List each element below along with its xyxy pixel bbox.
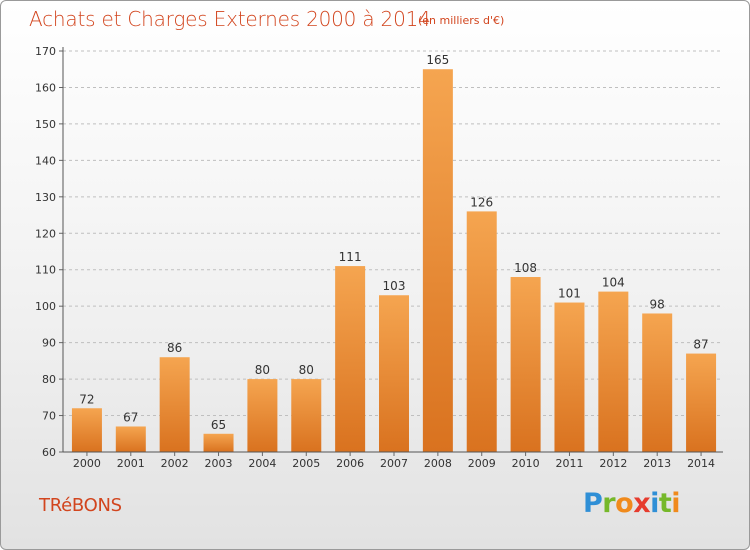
x-tick-label: 2011 xyxy=(555,457,583,470)
x-tick-label: 2002 xyxy=(161,457,189,470)
x-tick-label: 2012 xyxy=(599,457,627,470)
bar-2005 xyxy=(291,379,322,452)
y-tick-label: 110 xyxy=(35,264,56,277)
y-tick-label: 170 xyxy=(35,45,56,58)
data-label: 126 xyxy=(470,195,493,209)
commune-name: TRéBONS xyxy=(39,495,122,516)
logo-letter: i xyxy=(671,488,681,519)
data-label: 108 xyxy=(514,261,537,275)
data-label: 67 xyxy=(123,410,138,424)
bar-2000 xyxy=(71,408,102,452)
proxiti-logo: Proxiti xyxy=(583,488,681,519)
x-tick-label: 2014 xyxy=(687,457,715,470)
bar-2013 xyxy=(642,313,673,452)
x-tick-label: 2001 xyxy=(117,457,145,470)
y-tick-label: 80 xyxy=(42,373,56,386)
bar-2001 xyxy=(115,426,146,452)
bars xyxy=(71,69,717,453)
bar-2011 xyxy=(554,302,585,452)
x-tick-label: 2009 xyxy=(468,457,496,470)
chart-unit: (en milliers d'€) xyxy=(418,14,505,27)
y-tick-label: 100 xyxy=(35,300,56,313)
y-tick-label: 70 xyxy=(42,410,56,423)
x-tick-label: 2010 xyxy=(512,457,540,470)
x-tick-label: 2007 xyxy=(380,457,408,470)
data-label: 101 xyxy=(558,287,581,301)
y-tick-label: 150 xyxy=(35,118,56,131)
bar-2014 xyxy=(686,353,717,452)
bar-2010 xyxy=(510,277,541,452)
bar-2006 xyxy=(335,266,366,452)
bar-2009 xyxy=(466,211,497,452)
logo-letter: i xyxy=(650,488,659,519)
logo-letter: t xyxy=(658,488,672,519)
x-tick-label: 2004 xyxy=(248,457,276,470)
logo-letter: r xyxy=(602,488,616,519)
data-label: 87 xyxy=(693,338,708,352)
data-label: 72 xyxy=(79,392,94,406)
logo-letter: x xyxy=(633,488,651,519)
data-labels: 72 67 86 65 80 80 111 103 165 126 108 101 104 98 87 xyxy=(79,53,708,432)
data-label: 103 xyxy=(383,279,406,293)
data-label: 111 xyxy=(339,250,362,264)
chart-title: Achats et Charges Externes 2000 à 2014 xyxy=(29,7,431,31)
bar-2002 xyxy=(159,357,190,452)
axes: 60 70 80 90 100 110 120 130 140 150 160 170 2000 2001… xyxy=(35,45,723,470)
y-tick-label: 130 xyxy=(35,191,56,204)
x-tick-label: 2013 xyxy=(643,457,671,470)
x-tick-label: 2008 xyxy=(424,457,452,470)
bar-2003 xyxy=(203,433,234,452)
data-label: 80 xyxy=(255,363,270,377)
data-label: 98 xyxy=(650,297,665,311)
data-label: 80 xyxy=(299,363,314,377)
y-tick-label: 90 xyxy=(42,337,56,350)
y-tick-label: 160 xyxy=(35,81,56,94)
data-label: 86 xyxy=(167,341,182,355)
x-tick-label: 2003 xyxy=(205,457,233,470)
bar-2008 xyxy=(422,69,453,453)
bar-2012 xyxy=(598,291,629,452)
logo-letter: P xyxy=(583,488,603,519)
x-tick-label: 2006 xyxy=(336,457,364,470)
data-label: 104 xyxy=(602,276,625,290)
data-label: 165 xyxy=(426,53,449,67)
x-tick-label: 2005 xyxy=(292,457,320,470)
bar-2007 xyxy=(379,295,409,452)
x-tick-label: 2000 xyxy=(73,457,101,470)
y-tick-label: 140 xyxy=(35,154,56,167)
logo-letter: o xyxy=(615,488,634,519)
bar-2004 xyxy=(247,379,278,452)
y-tick-label: 120 xyxy=(35,227,56,240)
data-label: 65 xyxy=(211,418,226,432)
y-tick-label: 60 xyxy=(42,446,56,459)
